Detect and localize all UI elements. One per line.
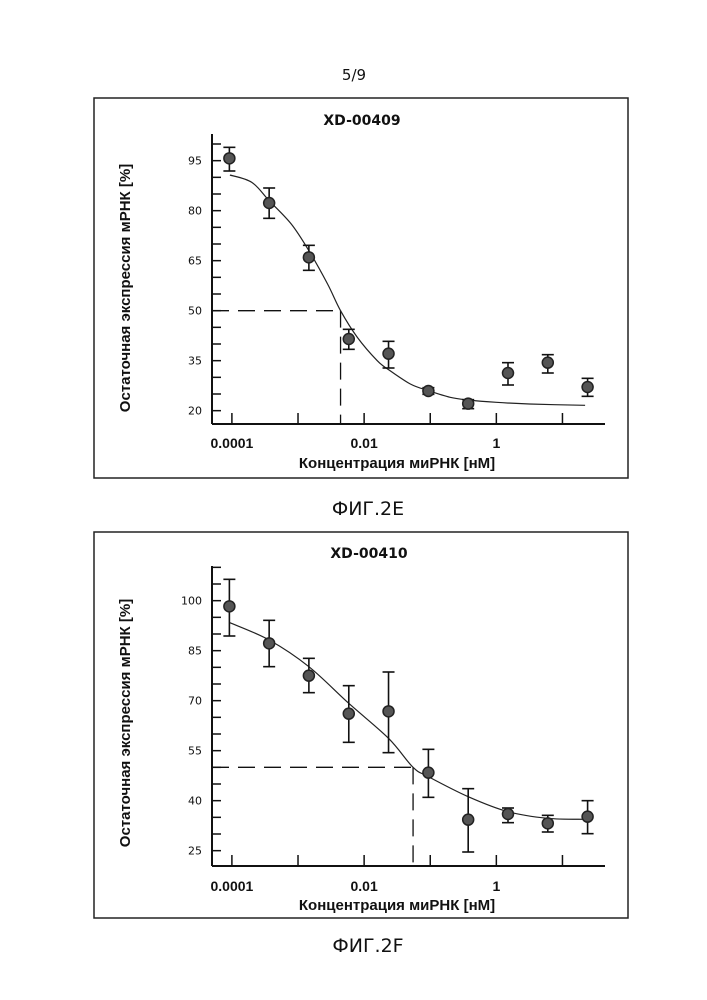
figure-label-2e: ФИГ.2E	[332, 498, 404, 520]
y-tick-label: 55	[188, 745, 202, 758]
data-point	[502, 363, 514, 385]
y-tick-label: 95	[188, 155, 202, 168]
y-tick-label: 20	[188, 405, 202, 418]
x-tick-label: 1	[492, 435, 500, 451]
data-marker	[224, 153, 235, 164]
x-axis-label: Концентрация миРНК [нМ]	[299, 897, 495, 914]
chart-xd-00409: XD-00409 Остаточная экспрессия мРНК [%] …	[94, 98, 628, 478]
fit-curve	[230, 623, 585, 820]
y-tick-label: 40	[188, 795, 202, 808]
data-marker	[582, 811, 593, 822]
data-point	[343, 329, 355, 349]
data-marker	[343, 708, 354, 719]
chart-xd-00410: XD-00410 Остаточная экспрессия мРНК [%] …	[94, 532, 628, 918]
data-marker	[264, 198, 275, 209]
x-tick-label: 0.0001	[210, 435, 253, 451]
data-point	[383, 672, 395, 753]
data-marker	[383, 348, 394, 359]
page-number: 5/9	[342, 66, 366, 84]
data-point	[422, 749, 434, 797]
data-point	[263, 188, 275, 218]
data-point	[263, 620, 275, 666]
x-tick-label: 0.0001	[210, 878, 253, 894]
data-marker	[303, 670, 314, 681]
data-marker	[502, 809, 513, 820]
data-point	[582, 378, 594, 396]
data-point	[582, 801, 594, 834]
data-marker	[582, 382, 593, 393]
fit-curve	[230, 175, 585, 405]
chart-title: XD-00410	[330, 546, 407, 562]
data-point	[462, 398, 474, 409]
data-point	[542, 355, 554, 373]
data-marker	[502, 368, 513, 379]
data-marker	[542, 818, 553, 829]
data-point	[502, 808, 514, 823]
chart-frame	[94, 98, 628, 478]
data-marker	[264, 638, 275, 649]
figure-label-2f: ФИГ.2F	[332, 935, 403, 957]
y-tick-label: 70	[188, 695, 202, 708]
y-tick-label: 100	[181, 595, 202, 608]
data-marker	[542, 357, 553, 368]
data-marker	[383, 706, 394, 717]
x-tick-label: 0.01	[351, 878, 378, 894]
data-point	[343, 686, 355, 743]
data-marker	[423, 386, 434, 397]
data-marker	[343, 334, 354, 345]
y-tick-label: 65	[188, 255, 202, 268]
data-marker	[224, 601, 235, 612]
data-marker	[463, 814, 474, 825]
chart-title: XD-00409	[323, 113, 400, 129]
y-tick-label: 80	[188, 205, 202, 218]
y-axis-label: Остаточная экспрессия мРНК [%]	[117, 164, 134, 412]
data-marker	[463, 398, 474, 409]
x-tick-label: 1	[492, 878, 500, 894]
y-tick-label: 50	[188, 305, 202, 318]
data-point	[422, 386, 434, 397]
data-point	[383, 341, 395, 368]
chart-frame	[94, 532, 628, 918]
data-point	[223, 147, 235, 171]
x-axis-label: Концентрация миРНК [нМ]	[299, 455, 495, 472]
data-point	[223, 579, 235, 636]
data-marker	[423, 767, 434, 778]
y-axis-label: Остаточная экспрессия мРНК [%]	[117, 599, 134, 847]
y-tick-label: 85	[188, 645, 202, 658]
data-marker	[303, 252, 314, 263]
y-tick-label: 35	[188, 355, 202, 368]
y-tick-label: 25	[188, 845, 202, 858]
x-tick-label: 0.01	[351, 435, 378, 451]
data-point	[303, 245, 315, 270]
